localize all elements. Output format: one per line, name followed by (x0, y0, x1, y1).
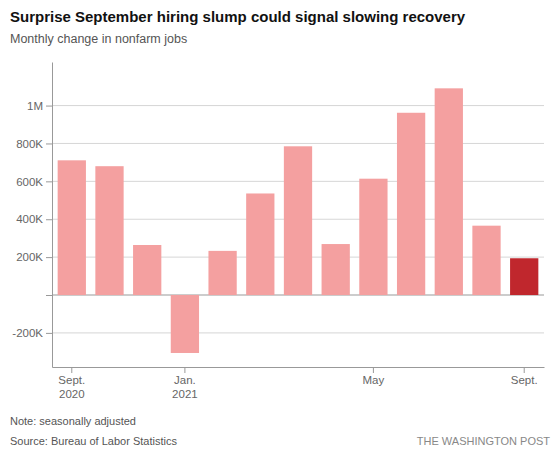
y-tick (46, 295, 52, 296)
y-axis: -200K 200K 400K 600K 800K 1M (12, 63, 52, 368)
x-tick-label: Jan. 2021 (172, 374, 198, 400)
x-axis-line (53, 367, 545, 368)
x-tick-label: May (363, 374, 385, 386)
y-tick-label: 600K (16, 176, 43, 188)
x-tick-mark (524, 367, 525, 373)
x-tick-mark (184, 367, 185, 373)
x-tick: Sept. 2020 (58, 367, 85, 400)
bar (95, 166, 123, 295)
grid-line (52, 143, 544, 144)
bar (284, 146, 312, 295)
grid-line (52, 105, 544, 106)
x-tick: Sept. (511, 367, 538, 386)
bar (322, 244, 350, 295)
bar (359, 179, 387, 295)
bar (435, 88, 463, 295)
x-tick-label-line: May (363, 374, 385, 386)
y-tick: -200K (12, 327, 52, 339)
y-tick: 1M (27, 100, 52, 112)
y-tick: 800K (16, 138, 52, 150)
x-tick: May (363, 367, 385, 386)
bar (208, 251, 236, 295)
y-tick-mark (46, 257, 52, 258)
y-tick-mark (46, 295, 52, 296)
y-tick-mark (46, 143, 52, 144)
x-tick-label-line: Sept. (511, 374, 538, 386)
bar (246, 193, 274, 295)
x-tick-label-line: Sept. (58, 374, 85, 386)
bars (58, 88, 539, 353)
y-axis-line (52, 63, 53, 368)
x-tick: Jan. 2021 (172, 367, 198, 400)
y-tick-label: 200K (16, 251, 43, 263)
x-axis: Sept. 2020 Jan. 2021 May Sept. (53, 367, 545, 400)
bar (58, 160, 86, 295)
title: Surprise September hiring slump could si… (10, 8, 466, 25)
x-tick-label-line: 2021 (172, 388, 198, 400)
y-tick: 400K (16, 213, 52, 225)
y-tick-mark (46, 333, 52, 334)
note: Note: seasonally adjusted (10, 415, 136, 427)
subtitle: Monthly change in nonfarm jobs (10, 32, 187, 46)
plot: -200K 200K 400K 600K 800K 1M Sept. 2020 Jan. 2021… (12, 63, 544, 400)
x-tick-mark (373, 367, 374, 373)
credit: THE WASHINGTON POST (417, 435, 551, 447)
grid (52, 106, 544, 333)
y-tick-label: 1M (27, 100, 43, 112)
x-tick-label-line: Jan. (174, 374, 196, 386)
y-tick-label: 800K (16, 138, 43, 150)
y-tick-label: -200K (12, 327, 43, 339)
grid-line (52, 332, 544, 333)
x-tick-label: Sept. 2020 (58, 374, 85, 400)
x-tick-label-line: 2020 (59, 388, 85, 400)
y-tick: 600K (16, 176, 52, 188)
y-tick-mark (46, 219, 52, 220)
y-tick-mark (46, 106, 52, 107)
bar (171, 295, 199, 353)
x-tick-mark (71, 367, 72, 373)
bar (397, 113, 425, 295)
x-tick-label: Sept. (511, 374, 538, 386)
y-tick-label: 400K (16, 213, 43, 225)
y-tick-mark (46, 181, 52, 182)
chart: Surprise September hiring slump could si… (0, 0, 560, 455)
bar (510, 258, 538, 295)
bar (472, 226, 500, 295)
source: Source: Bureau of Labor Statistics (10, 435, 177, 447)
bar (133, 245, 161, 295)
y-tick: 200K (16, 251, 52, 263)
